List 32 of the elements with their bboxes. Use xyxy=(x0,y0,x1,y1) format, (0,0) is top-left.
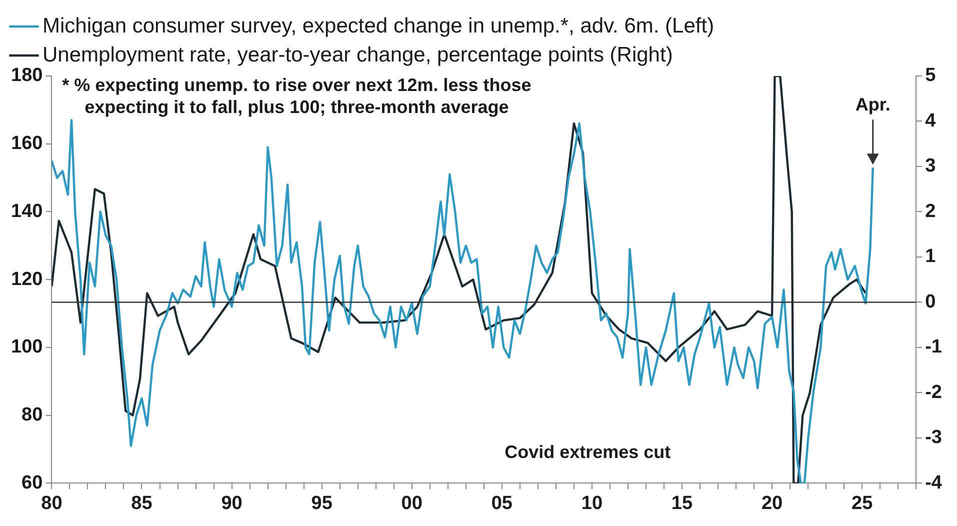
x-tick-label: 00 xyxy=(401,492,422,514)
y-tick-label: 180 xyxy=(11,65,43,86)
y-tick-label: 120 xyxy=(11,268,43,290)
legend-label: Unemployment rate, year-to-year change, percentage points (Right) xyxy=(42,43,673,66)
y-tick-label: 160 xyxy=(11,133,43,154)
annotation: Covid extremes cut xyxy=(504,442,671,462)
y2-tick-label: 3 xyxy=(925,156,936,177)
y2-tick-label: -2 xyxy=(925,382,942,403)
x-tick-label: 25 xyxy=(852,492,874,514)
annotation: Apr. xyxy=(855,94,890,115)
y2-tick-label: 1 xyxy=(925,246,936,268)
y-tick-label: 60 xyxy=(22,472,43,494)
legend-label: Michigan consumer survey, expected change in unemp.*, adv. 6m. (Left) xyxy=(42,14,714,38)
y2-tick-label: -3 xyxy=(925,427,942,448)
x-tick-label: 85 xyxy=(131,492,153,514)
annotation: * % expecting unemp. to rise over next 12m. less those expecting it to fall, plus 100; three-month average xyxy=(62,74,532,117)
x-tick-label: 15 xyxy=(671,492,693,514)
y2-tick-label: -1 xyxy=(925,336,942,358)
x-tick-label: 80 xyxy=(41,492,62,514)
x-tick-label: 20 xyxy=(761,492,783,514)
y-tick-label: 140 xyxy=(11,200,43,222)
y2-tick-label: 5 xyxy=(925,65,936,86)
y-tick-label: 80 xyxy=(22,404,43,426)
y2-tick-label: -4 xyxy=(925,472,942,494)
y2-tick-label: 0 xyxy=(925,291,936,312)
x-tick-label: 90 xyxy=(221,492,242,514)
x-tick-label: 05 xyxy=(491,492,513,514)
y2-tick-label: 4 xyxy=(925,110,936,132)
x-tick-label: 95 xyxy=(311,492,333,514)
y2-tick-label: 2 xyxy=(925,200,936,222)
x-tick-label: 10 xyxy=(581,492,603,514)
y-tick-label: 100 xyxy=(11,336,43,358)
